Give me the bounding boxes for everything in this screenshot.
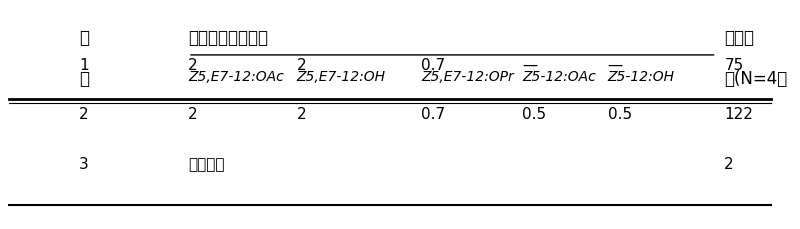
Text: 75: 75 xyxy=(724,57,743,72)
Text: Z5,E7-12:OAc: Z5,E7-12:OAc xyxy=(188,69,284,83)
Text: 122: 122 xyxy=(724,107,754,122)
Text: Z5,E7-12:OPr: Z5,E7-12:OPr xyxy=(421,69,514,83)
Text: 1: 1 xyxy=(79,57,89,72)
Text: 数(N=4）: 数(N=4） xyxy=(724,69,787,87)
Text: 2: 2 xyxy=(188,107,198,122)
Text: 理: 理 xyxy=(79,69,89,87)
Text: 2: 2 xyxy=(724,157,734,172)
Text: 诱芯成分（毫克）: 诱芯成分（毫克） xyxy=(188,29,268,46)
Text: 2: 2 xyxy=(297,107,306,122)
Text: 0.7: 0.7 xyxy=(421,57,446,72)
Text: 处: 处 xyxy=(79,29,89,46)
Text: 0.5: 0.5 xyxy=(608,107,632,122)
Text: 3: 3 xyxy=(79,157,89,172)
Text: 0.7: 0.7 xyxy=(421,107,446,122)
Text: 0.5: 0.5 xyxy=(522,107,546,122)
Text: Z5-12:OH: Z5-12:OH xyxy=(608,69,674,83)
Text: —: — xyxy=(608,57,623,72)
Text: —: — xyxy=(522,57,538,72)
Text: 2: 2 xyxy=(79,107,89,122)
Text: 溶剂对照: 溶剂对照 xyxy=(188,157,225,172)
Text: 2: 2 xyxy=(297,57,306,72)
Text: Z5-12:OAc: Z5-12:OAc xyxy=(522,69,596,83)
Text: Z5,E7-12:OH: Z5,E7-12:OH xyxy=(297,69,386,83)
Text: 诱蛾总: 诱蛾总 xyxy=(724,29,754,46)
Text: 2: 2 xyxy=(188,57,198,72)
